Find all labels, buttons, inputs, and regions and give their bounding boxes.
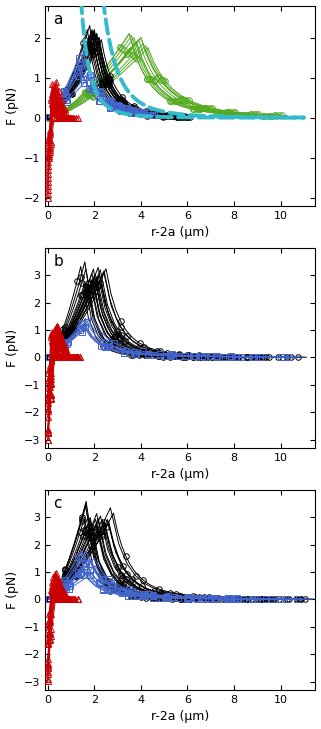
Text: b: b	[54, 254, 63, 269]
X-axis label: r-2a (μm): r-2a (μm)	[151, 226, 210, 239]
Text: c: c	[54, 496, 62, 511]
Text: a: a	[54, 12, 63, 26]
X-axis label: r-2a (μm): r-2a (μm)	[151, 711, 210, 723]
X-axis label: r-2a (μm): r-2a (μm)	[151, 468, 210, 481]
Y-axis label: F (pN): F (pN)	[5, 87, 19, 125]
Y-axis label: F (pN): F (pN)	[5, 329, 19, 367]
Y-axis label: F (pN): F (pN)	[5, 571, 19, 609]
